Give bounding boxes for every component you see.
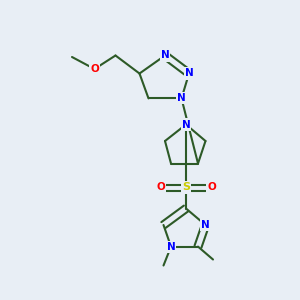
Text: O: O bbox=[156, 182, 165, 193]
Text: O: O bbox=[207, 182, 216, 193]
Text: O: O bbox=[90, 64, 99, 74]
Text: S: S bbox=[182, 182, 190, 193]
Text: N: N bbox=[201, 220, 210, 230]
Text: N: N bbox=[167, 242, 176, 252]
Text: N: N bbox=[160, 50, 169, 61]
Text: N: N bbox=[182, 119, 190, 130]
Text: N: N bbox=[184, 68, 194, 79]
Text: N: N bbox=[177, 93, 186, 103]
